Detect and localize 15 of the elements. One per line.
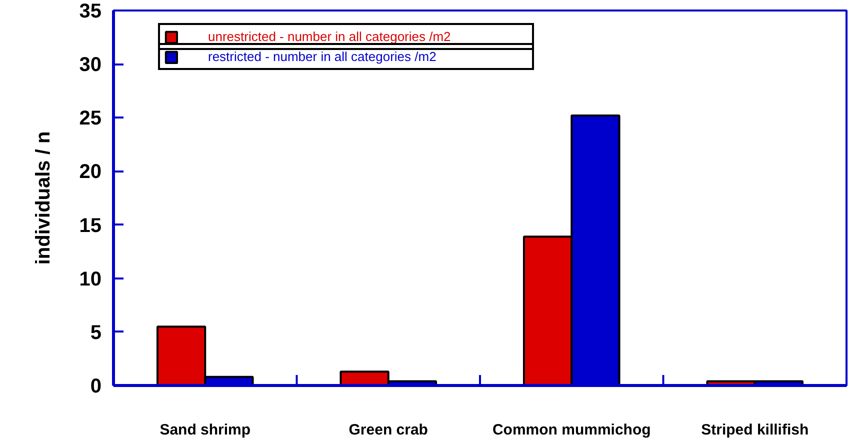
legend-label: restricted - number in all categories /m2	[208, 49, 438, 64]
y-tick-label: 0	[90, 376, 102, 398]
y-tick-label: 10	[79, 268, 102, 290]
y-tick-label: 30	[79, 54, 102, 76]
y-tick-label: 5	[90, 322, 102, 344]
x-tick-label: Green crab	[348, 422, 428, 438]
y-tick-label: 20	[79, 161, 102, 184]
y-axis-title: individuals / n	[32, 131, 54, 265]
y-tick-label: 15	[79, 214, 102, 237]
y-tick-label: 35	[79, 0, 102, 22]
x-tick-label: Striped killifish	[701, 422, 809, 438]
x-tick-label: Common mummichog	[492, 422, 651, 438]
y-tick-label: 25	[79, 108, 102, 130]
x-tick-label: Sand shrimp	[160, 422, 251, 438]
legend-label: unrestricted - number in all categories /m2	[208, 29, 452, 44]
